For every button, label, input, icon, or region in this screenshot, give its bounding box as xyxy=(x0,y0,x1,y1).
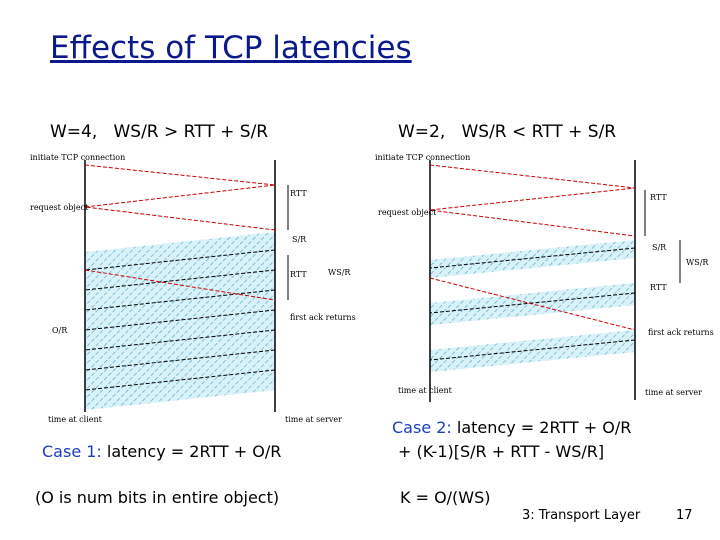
page-number: 17 xyxy=(676,508,693,523)
label: first ack returns xyxy=(648,328,714,337)
label: initiate TCP connection xyxy=(375,153,470,162)
note: (O is num bits in entire object) xyxy=(35,488,280,507)
case-label: Case 2: xyxy=(392,418,452,437)
label: RTT xyxy=(290,270,307,279)
right-diagram: initiate TCP connection RTT request obje… xyxy=(375,153,714,402)
label: first ack returns xyxy=(290,313,356,322)
left-diagram: RTT initiate TCP connection request obje… xyxy=(30,153,356,424)
label: RTT xyxy=(650,193,667,202)
right-heading: W=2, WS/R < RTT + S/R xyxy=(398,122,617,142)
label: RTT xyxy=(290,189,307,198)
label: time at client xyxy=(398,386,453,395)
label: S/R xyxy=(652,243,667,252)
label: WS/R xyxy=(686,258,709,267)
label: request object xyxy=(30,203,89,212)
label: S/R xyxy=(292,235,307,244)
left-heading: W=4, WS/R > RTT + S/R xyxy=(50,122,269,142)
label: WS/R xyxy=(328,268,351,277)
label: time at server xyxy=(645,388,702,397)
label: time at server xyxy=(285,415,342,424)
case-1: Case 1: latency = 2RTT + O/R xyxy=(42,442,281,461)
label: RTT xyxy=(650,283,667,292)
label: time at client xyxy=(48,415,103,424)
label: O/R xyxy=(52,326,68,335)
case-text: latency = 2RTT + O/R xyxy=(456,418,632,437)
footer-section: 3: Transport Layer xyxy=(522,508,641,523)
title: Effects of TCP latencies xyxy=(50,30,412,66)
note: K = O/(WS) xyxy=(400,488,491,507)
label: request object xyxy=(378,208,437,217)
label: initiate TCP connection xyxy=(30,153,125,162)
case-2-line-2: + (K-1)[S/R + RTT - WS/R] xyxy=(398,442,605,461)
case-text: latency = 2RTT + O/R xyxy=(106,442,282,461)
case-label: Case 1: xyxy=(42,442,102,461)
case-2: Case 2: latency = 2RTT + O/R xyxy=(392,418,631,437)
